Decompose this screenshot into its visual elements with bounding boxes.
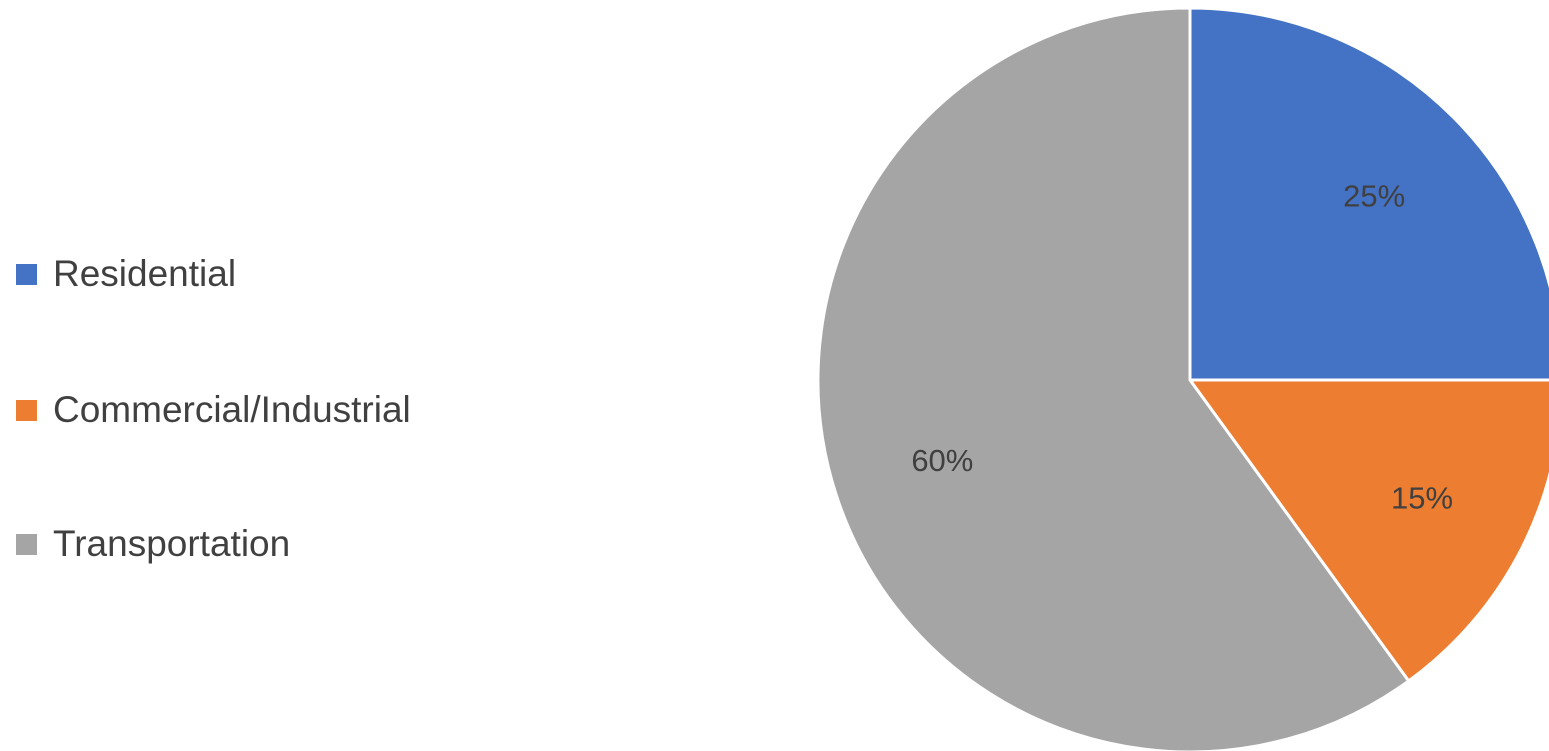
data-label-residential: 25%: [1343, 178, 1405, 213]
legend-item-residential: Residential: [16, 253, 237, 294]
legend-swatch-residential: [16, 263, 37, 285]
legend-label-commercial-industrial: Commercial/Industrial: [53, 389, 411, 430]
data-label-transportation: 60%: [911, 443, 973, 478]
legend-swatch-transportation: [16, 533, 37, 555]
pie-slice-commercial-industrial: [1188, 378, 1549, 683]
chart-legend: Residential Commercial/Industrial Transp…: [16, 0, 616, 751]
legend-swatch-commercial-industrial: [16, 399, 37, 421]
legend-item-commercial-industrial: Commercial/Industrial: [16, 389, 411, 430]
legend-label-transportation: Transportation: [53, 523, 291, 564]
pie-slice-residential: [1188, 6, 1549, 382]
data-label-commercial-industrial: 15%: [1391, 481, 1453, 516]
pie-slice-transportation: [816, 6, 1411, 751]
legend-label-residential: Residential: [53, 253, 237, 294]
legend-item-transportation: Transportation: [16, 523, 291, 564]
